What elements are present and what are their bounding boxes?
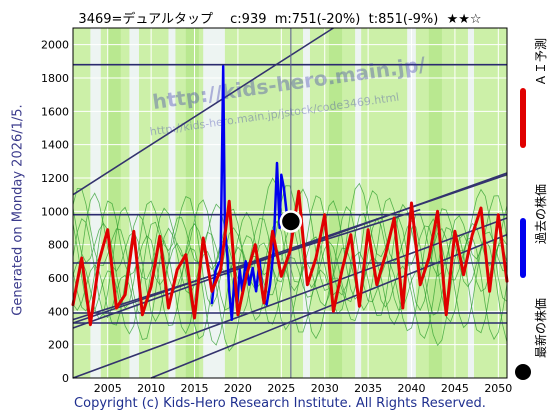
x-tick-label: 2040 xyxy=(398,382,426,395)
x-tick-label: 2030 xyxy=(311,382,339,395)
copyright-footer: Copyright (c) Kids-Hero Research Institu… xyxy=(74,396,486,411)
shading-band xyxy=(467,28,475,378)
plot-border xyxy=(72,27,508,379)
y-tick-label: 1400 xyxy=(41,139,69,152)
legend-label-past: 過去の株価 xyxy=(534,183,548,244)
y-tick-label: 0 xyxy=(62,372,69,385)
shading-band xyxy=(428,28,442,378)
y-tick-label: 2000 xyxy=(41,39,69,52)
y-tick-label: 400 xyxy=(48,305,69,318)
latest-price-marker xyxy=(279,210,303,233)
legend-label-latest: 最新の株価 xyxy=(534,297,548,358)
trend-line xyxy=(150,233,508,379)
y-tick-label: 800 xyxy=(48,239,69,252)
y-tick-label: 1200 xyxy=(41,172,69,185)
legend: ＡＩ予測 過去の株価 最新の株価 xyxy=(512,28,556,388)
legend-swatch-past xyxy=(520,218,526,278)
shading-band xyxy=(129,28,139,378)
shading-band xyxy=(107,28,121,378)
y-tick-label: 200 xyxy=(48,339,69,352)
x-tick-label: 2050 xyxy=(484,382,512,395)
x-tick-label: 2020 xyxy=(224,382,252,395)
series-past-price xyxy=(210,65,293,321)
y-tick-label: 1800 xyxy=(41,72,69,85)
legend-swatch-latest xyxy=(515,364,531,380)
legend-item-past: 過去の株価 xyxy=(512,158,556,288)
y-tick-label: 600 xyxy=(48,272,69,285)
ensemble-line xyxy=(72,177,508,312)
legend-label-ai: ＡＩ予測 xyxy=(534,37,548,86)
y-tick-label: 1600 xyxy=(41,105,69,118)
x-tick-label: 2035 xyxy=(354,382,382,395)
shading-band xyxy=(303,28,310,378)
x-tick-label: 2025 xyxy=(267,382,295,395)
legend-swatch-ai xyxy=(520,88,526,148)
series-ai-forecast xyxy=(71,189,509,327)
x-tick-label: 2015 xyxy=(181,382,209,395)
shading-band xyxy=(355,28,362,378)
y-tick-label: 1000 xyxy=(41,205,69,218)
legend-item-ai: ＡＩ予測 xyxy=(512,28,556,158)
trend-line xyxy=(72,27,334,196)
ensemble-line xyxy=(72,195,508,329)
shading-band xyxy=(168,28,176,378)
ensemble-line xyxy=(72,212,508,346)
legend-item-latest: 最新の株価 xyxy=(512,288,556,398)
trend-line xyxy=(72,217,508,379)
x-tick-label: 2010 xyxy=(137,382,165,395)
x-tick-label: 2005 xyxy=(94,382,122,395)
chart-title: 3469=デュアルタップ c:939 m:751(-20%) t:851(-9%… xyxy=(78,12,482,27)
shading-band xyxy=(90,28,101,378)
x-tick-label: 2045 xyxy=(441,382,469,395)
shading-band xyxy=(185,28,199,378)
